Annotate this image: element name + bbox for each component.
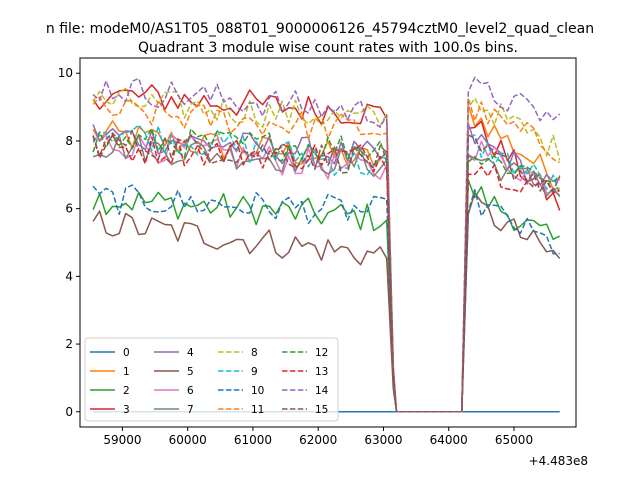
legend-label-13: 13 [315,366,328,378]
series-line-12 [92,128,561,413]
plot-area-frame [79,57,577,428]
legend-label-5: 5 [187,366,194,378]
x-tick-label: 63000 [364,433,402,447]
series-line-14 [92,76,561,413]
x-tick-label: 60000 [169,433,207,447]
legend-label-6: 6 [187,385,194,397]
legend-label-10: 10 [251,385,264,397]
legend-label-15: 15 [315,404,328,416]
y-tick-label: 2 [65,337,73,351]
x-tick-label: 62000 [299,433,337,447]
chart-title: Quadrant 3 module wise count rates with … [138,40,518,56]
legend-label-4: 4 [187,347,194,359]
y-tick-label: 4 [65,269,73,283]
x-tick-label: 64000 [430,433,468,447]
plot-lines [92,76,561,413]
legend-label-1: 1 [123,366,130,378]
legend-frame [84,337,339,422]
legend-label-8: 8 [251,347,258,359]
legend-label-3: 3 [123,404,130,416]
series-line-4 [92,122,560,413]
series-line-5 [92,191,561,413]
series-line-1 [92,104,560,413]
x-tick-label: 65000 [495,433,533,447]
y-tick-label: 6 [65,202,73,216]
legend-label-2: 2 [123,385,130,397]
series-line-15 [92,129,561,413]
y-axis: 0 2 4 6 8 10 [58,66,80,419]
x-offset-label: +4.483e8 [529,454,588,468]
y-tick-label: 8 [65,134,73,148]
y-tick-label: 0 [65,405,73,419]
y-tick-label: 10 [58,66,73,80]
series-line-2 [92,179,561,413]
legend-label-11: 11 [251,404,264,416]
series-line-7 [92,134,561,413]
x-tick-label: 61000 [234,433,272,447]
chart-suptitle: n file: modeM0/AS1T05_088T01_9000006126_… [46,21,594,37]
x-tick-label: 59000 [103,433,141,447]
legend-label-9: 9 [251,366,258,378]
series-line-10 [92,184,560,413]
legend-label-12: 12 [315,347,328,359]
x-axis: 59000 60000 61000 62000 63000 64000 65000 [103,427,533,447]
legend-label-0: 0 [123,347,130,359]
series-line-6 [92,133,561,413]
legend-label-14: 14 [315,385,329,397]
series-line-9 [92,124,561,413]
series-line-13 [92,134,560,413]
series-line-8 [92,87,561,413]
legend-label-7: 7 [187,404,194,416]
